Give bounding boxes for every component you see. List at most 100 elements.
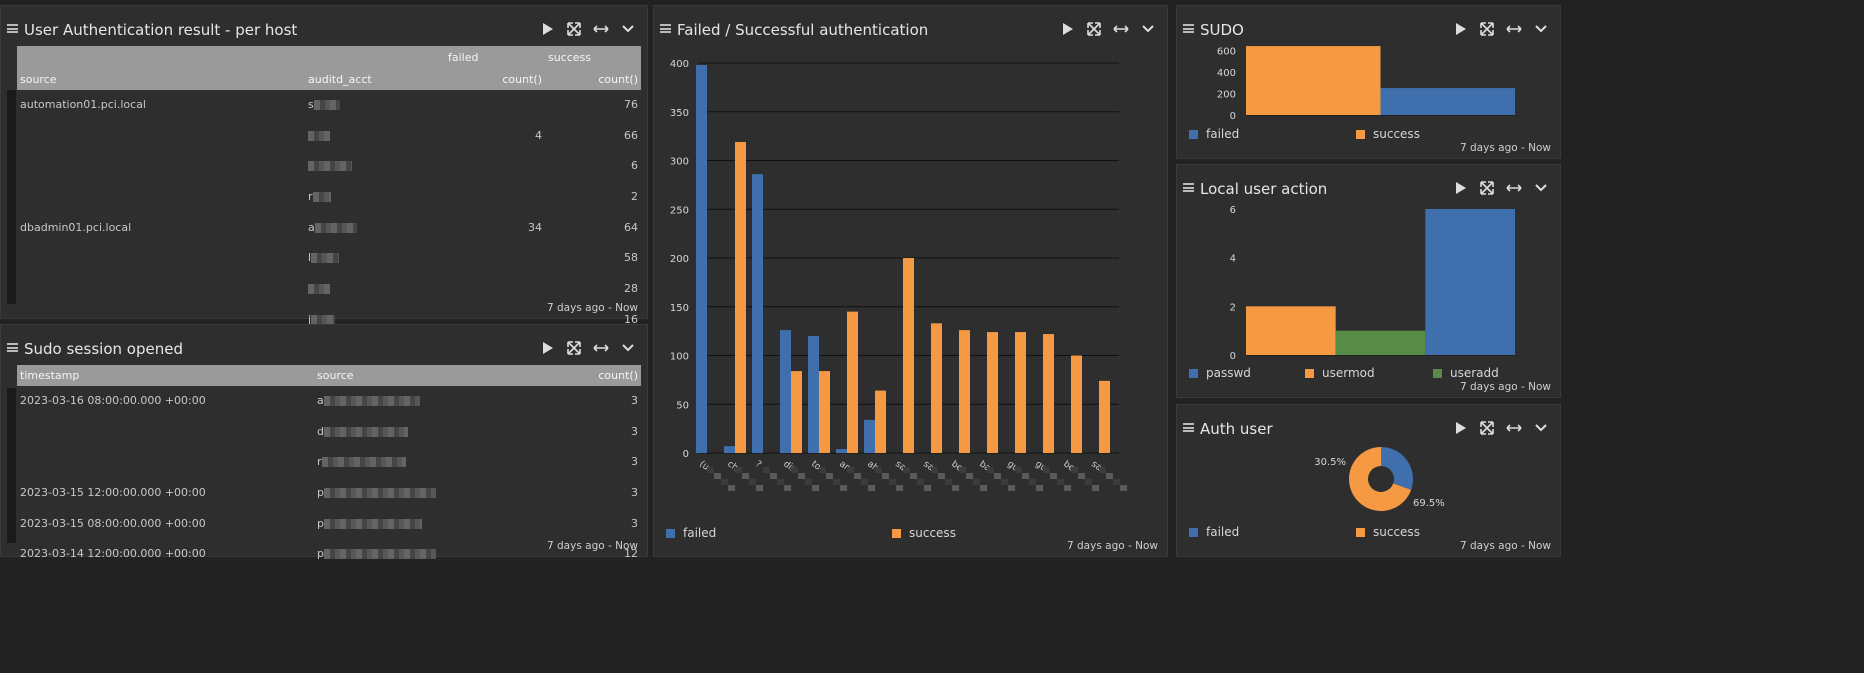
cell-auditd-acct: j (305, 305, 445, 336)
legend-item-failed[interactable]: failed (1189, 525, 1239, 539)
sudo-bar-chart: 0 200 400 600 (1217, 46, 1515, 122)
column-header-source[interactable]: source (314, 365, 544, 386)
fullscreen-icon[interactable] (565, 20, 583, 38)
bar-success (875, 390, 886, 453)
cell-source: automation01.pci.local (20, 98, 146, 111)
menu-icon[interactable] (1183, 423, 1194, 432)
fullscreen-icon[interactable] (1478, 20, 1496, 38)
legend-item-success[interactable]: success (1356, 525, 1420, 539)
redacted-label-block (868, 485, 875, 491)
column-header-auditd-acct[interactable]: auditd_acct (305, 68, 445, 90)
legend-item-success[interactable]: success (1356, 127, 1420, 141)
chevron-down-icon[interactable] (1532, 179, 1550, 197)
fullscreen-icon[interactable] (1478, 419, 1496, 437)
chevron-down-icon[interactable] (619, 20, 637, 38)
redacted-label-block (952, 485, 959, 491)
fullscreen-icon[interactable] (565, 339, 583, 357)
legend-item-failed[interactable]: failed (666, 526, 716, 540)
table-row[interactable]: dbadmin01.pci.local a 34 64 (17, 213, 641, 244)
legend-item-success[interactable]: success (892, 526, 956, 540)
menu-icon[interactable] (7, 24, 18, 33)
table-row[interactable]: 2023-03-16 08:00:00.000 +00:00 a 3 (17, 386, 641, 417)
table-row[interactable]: l 58 (17, 243, 641, 274)
redacted-label-block (819, 467, 826, 473)
column-header-timestamp[interactable]: timestamp (17, 365, 314, 386)
y-tick-label: 0 (1230, 111, 1236, 122)
table-row[interactable]: j 16 (17, 305, 641, 336)
bar-passwd (1425, 209, 1515, 355)
play-icon[interactable] (1058, 20, 1076, 38)
expand-width-icon[interactable] (1505, 419, 1523, 437)
play-icon[interactable] (538, 339, 556, 357)
table-row[interactable]: 2023-03-15 12:00:00.000 +00:00 p 3 (17, 478, 641, 509)
menu-icon[interactable] (7, 343, 18, 352)
column-header-source[interactable]: source (17, 68, 305, 90)
y-tick-label: 6 (1230, 205, 1236, 216)
redacted-label-block (987, 467, 994, 473)
menu-icon[interactable] (1183, 24, 1194, 33)
cell-source: d (314, 417, 544, 448)
legend-item-usermod[interactable]: usermod (1305, 366, 1375, 380)
time-range: 7 days ago - Now (1460, 540, 1551, 552)
bar-success (1246, 46, 1381, 116)
menu-icon[interactable] (660, 24, 671, 33)
expand-width-icon[interactable] (1112, 20, 1130, 38)
chart-legend: failed success (1189, 127, 1549, 143)
table-row[interactable]: 6 (17, 151, 641, 182)
bar-success (1071, 355, 1082, 453)
table-row[interactable]: 2023-03-15 08:00:00.000 +00:00 p 3 (17, 509, 641, 540)
panel-sudo-session-opened: Sudo session opened timestamp source cou… (0, 324, 648, 560)
legend-item-useradd[interactable]: useradd (1433, 366, 1499, 380)
chevron-down-icon[interactable] (619, 339, 637, 357)
redacted-label-block (791, 467, 798, 473)
local-user-action-bar-chart: 0 2 4 6 (1230, 205, 1515, 361)
cell-count: 3 (631, 455, 638, 469)
table-row[interactable]: automation01.pci.local s 76 (17, 90, 641, 121)
play-icon[interactable] (1451, 179, 1469, 197)
cell-source (17, 274, 305, 305)
redacted-label-block (1092, 485, 1099, 491)
chevron-down-icon[interactable] (1532, 20, 1550, 38)
chevron-down-icon[interactable] (1139, 20, 1157, 38)
expand-width-icon[interactable] (592, 20, 610, 38)
table-row[interactable]: 2023-03-14 12:00:00.000 +00:00 p 12 (17, 539, 641, 570)
redacted-label-block (896, 485, 903, 491)
cell-auditd-acct (305, 151, 445, 182)
column-header-count[interactable]: count() (544, 365, 641, 386)
play-icon[interactable] (1451, 20, 1469, 38)
slice-label-failed: 30.5% (1314, 457, 1346, 468)
panel-title: User Authentication result - per host (24, 21, 298, 39)
table-row[interactable]: 4 66 (17, 121, 641, 152)
redacted-label-block (994, 473, 1001, 479)
cell-timestamp (17, 447, 314, 478)
legend-item-passwd[interactable]: passwd (1189, 366, 1251, 380)
time-range: 7 days ago - Now (547, 540, 638, 552)
play-icon[interactable] (538, 20, 556, 38)
redacted-label-block (728, 485, 735, 491)
fullscreen-icon[interactable] (1085, 20, 1103, 38)
cell-auditd-acct: l (305, 243, 445, 274)
expand-width-icon[interactable] (592, 339, 610, 357)
menu-icon[interactable] (1183, 183, 1194, 192)
row-marker-strip (7, 388, 16, 543)
expand-width-icon[interactable] (1505, 179, 1523, 197)
bar-usermod (1246, 306, 1336, 355)
redacted-label-block (735, 467, 742, 473)
fullscreen-icon[interactable] (1478, 179, 1496, 197)
redacted-label-block (1071, 467, 1078, 473)
panel-header: Local user action (1177, 165, 1560, 201)
panel-title: Local user action (1200, 180, 1328, 198)
table-row[interactable]: 28 (17, 274, 641, 305)
cell-success-count: 6 (631, 159, 638, 173)
column-header-failed-count[interactable]: count() (445, 68, 545, 90)
bar-failed (808, 336, 819, 453)
legend-item-failed[interactable]: failed (1189, 127, 1239, 141)
redacted-text (323, 396, 420, 406)
expand-width-icon[interactable] (1505, 20, 1523, 38)
chevron-down-icon[interactable] (1532, 419, 1550, 437)
play-icon[interactable] (1451, 419, 1469, 437)
column-header-success-count[interactable]: count() (545, 68, 641, 90)
